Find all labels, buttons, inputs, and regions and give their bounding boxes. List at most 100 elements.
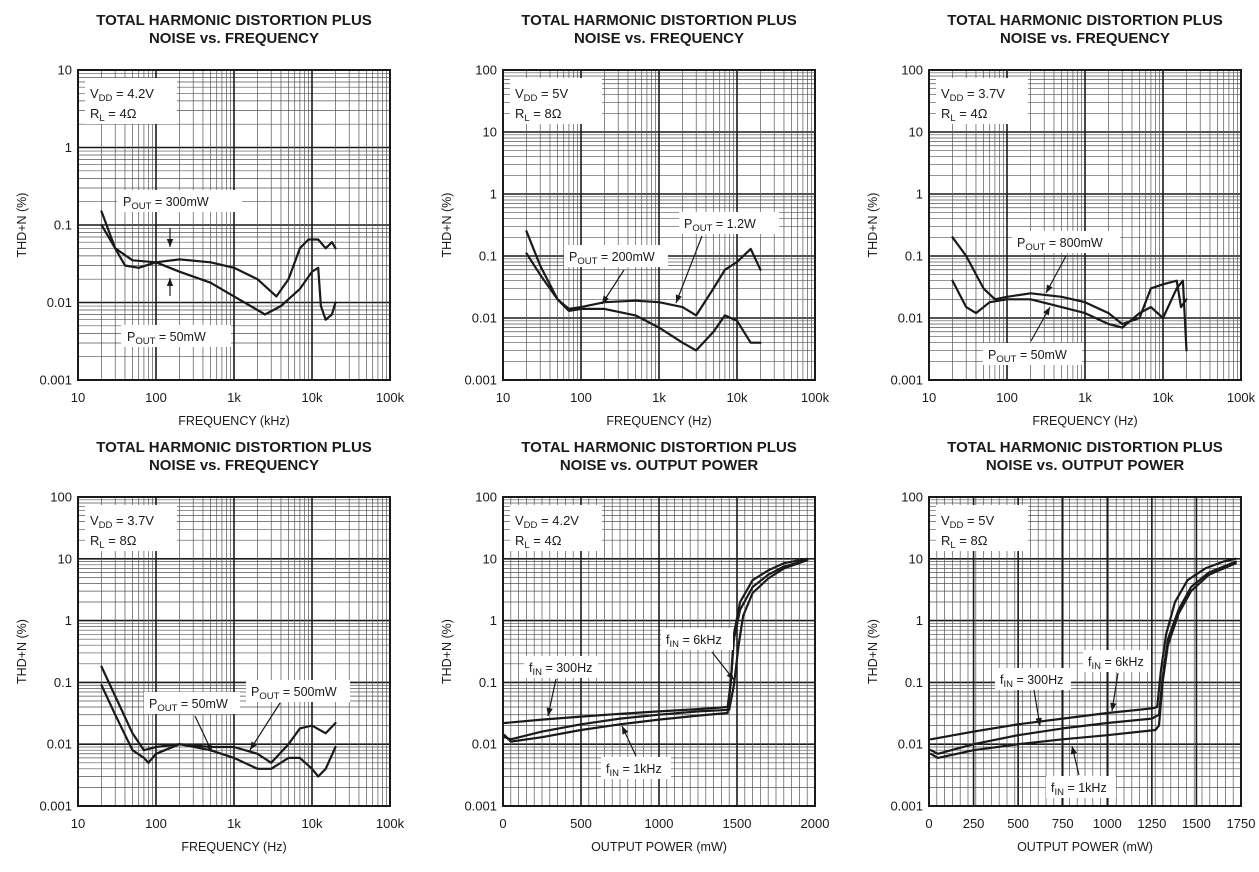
annotation-arrow-head (1110, 702, 1117, 711)
annotation-label-rest: = 1kHz (619, 762, 662, 776)
condition-text: VDD = 4.2V (515, 513, 579, 531)
x-tick-label: 100k (1227, 390, 1256, 405)
annotation-box (995, 668, 1071, 690)
annotation-arrow-head (250, 741, 258, 750)
annotation-label: POUT = 50mW (988, 348, 1067, 365)
conditions-box (85, 505, 177, 551)
annotation-arrow-head (1043, 307, 1050, 316)
x-tick-label: 100 (145, 816, 167, 831)
x-axis-label: FREQUENCY (kHz) (178, 414, 290, 428)
annotation-label: fIN = 6kHz (1088, 655, 1144, 672)
condition-text-sub: L (524, 113, 529, 124)
x-tick-label: 1k (227, 390, 241, 405)
y-tick-label: 100 (475, 63, 497, 78)
x-tick-label: 10 (71, 816, 85, 831)
annotation-label-main: P (988, 348, 996, 362)
y-axis-label: THD+N (%) (440, 619, 454, 684)
x-tick-label: 100 (996, 390, 1018, 405)
condition-text-sub: DD (524, 520, 538, 531)
x-tick-label: 10 (496, 390, 510, 405)
series-line (951, 236, 1188, 326)
y-axis-label: THD+N (%) (440, 193, 454, 258)
x-tick-label: 100k (376, 816, 405, 831)
condition-text-main: R (90, 533, 99, 548)
annotation-label-sub: OUT (577, 256, 597, 267)
annotation-label: POUT = 50mW (127, 330, 206, 347)
x-tick-label: 1250 (1137, 816, 1166, 831)
condition-text-rest: = 5V (537, 86, 568, 101)
condition-text-rest: = 3.7V (963, 86, 1005, 101)
chart-title-line: NOISE vs. OUTPUT POWER (560, 457, 759, 474)
y-tick-label: 1 (65, 613, 72, 628)
x-tick-label: 1500 (723, 816, 752, 831)
y-tick-label: 0.001 (890, 799, 923, 814)
series-group (951, 236, 1188, 352)
annotation-label-sub: OUT (692, 223, 712, 234)
chart-title-line: NOISE vs. FREQUENCY (149, 30, 319, 47)
series-line (951, 279, 1188, 352)
condition-text: RL = 8Ω (515, 106, 562, 124)
condition-text-main: R (90, 106, 99, 121)
condition-text-rest: = 4Ω (530, 533, 562, 548)
x-axis-label: FREQUENCY (Hz) (1032, 414, 1137, 428)
y-tick-label: 100 (475, 490, 497, 505)
x-grid (928, 70, 1242, 380)
plot-frame (502, 496, 816, 807)
annotation-box (524, 656, 598, 678)
annotation-label: fIN = 300Hz (529, 661, 592, 678)
x-tick-label: 250 (963, 816, 985, 831)
condition-text: VDD = 5V (515, 86, 568, 104)
conditions-box (936, 505, 1028, 551)
condition-text: RL = 4Ω (90, 106, 137, 124)
chart-title-line: NOISE vs. OUTPUT POWER (986, 457, 1185, 474)
y-tick-label: 0.01 (898, 737, 923, 752)
x-tick-label: 0 (925, 816, 932, 831)
annotation-label-sub: IN (1003, 679, 1013, 690)
annotation-box (1046, 776, 1116, 798)
annotation-arrow-head (1035, 717, 1042, 726)
annotation-label-main: f (529, 661, 533, 675)
condition-text-main: V (941, 86, 950, 101)
annotation-label-sub: OUT (157, 703, 177, 714)
y-tick-label: 100 (901, 63, 923, 78)
annotation-label-main: P (569, 250, 577, 264)
annotation-arrow-head (602, 295, 610, 304)
x-tick-label: 100 (570, 390, 592, 405)
x-axis-label: FREQUENCY (Hz) (606, 414, 711, 428)
annotation-arrow-head (205, 743, 212, 752)
annotation-arrow-head (675, 294, 682, 303)
y-tick-label: 1 (490, 187, 497, 202)
condition-text: VDD = 4.2V (90, 86, 154, 104)
x-tick-label: 100k (376, 390, 405, 405)
chart-title-line: TOTAL HARMONIC DISTORTION PLUS (96, 12, 372, 29)
x-tick-label: 0 (499, 816, 506, 831)
condition-text-sub: L (950, 540, 955, 551)
annotation-label-main: f (666, 633, 670, 647)
condition-text-sub: DD (524, 93, 538, 104)
x-tick-label: 1k (652, 390, 666, 405)
annotation-label-sub: IN (1054, 787, 1064, 798)
condition-text-sub: L (524, 540, 529, 551)
condition-text-rest: = 4Ω (956, 106, 988, 121)
annotation-box (117, 190, 242, 212)
y-tick-label: 10 (483, 551, 497, 566)
annotation-label-rest: = 1kHz (1064, 781, 1107, 795)
chart-title-line: TOTAL HARMONIC DISTORTION PLUS (96, 439, 372, 456)
x-tick-label: 100k (801, 390, 830, 405)
annotation-label-rest: = 300mW (151, 195, 209, 209)
annotation-box (246, 680, 350, 702)
x-tick-label: 10k (727, 390, 748, 405)
y-tick-label: 0.001 (890, 373, 923, 388)
chart-title-line: NOISE vs. FREQUENCY (149, 457, 319, 474)
